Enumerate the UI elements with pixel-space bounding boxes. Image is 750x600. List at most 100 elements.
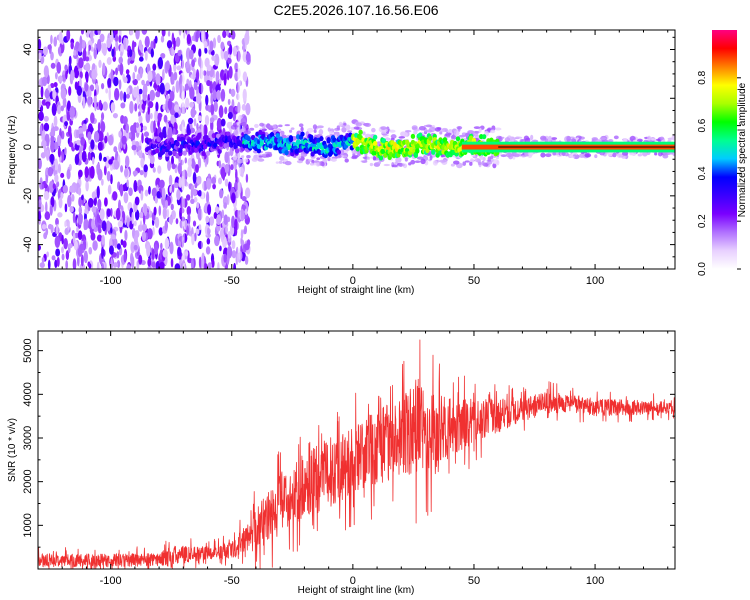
noise-streak <box>65 260 69 269</box>
noise-streak <box>198 48 202 58</box>
noise-streak <box>141 103 146 111</box>
noise-streak <box>50 62 56 69</box>
halo-blob <box>521 155 526 158</box>
noise-streak <box>211 259 215 268</box>
y-tick-label: 40 <box>22 43 34 55</box>
noise-streak <box>40 85 44 98</box>
noise-streak <box>244 32 250 45</box>
noise-streak <box>43 65 49 78</box>
noise-streak <box>231 192 236 204</box>
noise-streak <box>132 86 138 98</box>
noise-streak <box>196 175 202 185</box>
halo-blob <box>545 153 552 158</box>
noise-streak <box>209 40 214 52</box>
noise-streak <box>50 83 55 89</box>
halo-blob <box>284 160 292 166</box>
noise-streak <box>82 123 87 132</box>
noise-streak <box>76 85 83 96</box>
noise-streak <box>38 52 42 60</box>
noise-streak <box>50 34 53 45</box>
noise-streak <box>61 234 64 245</box>
noise-streak <box>220 41 225 50</box>
halo-blob <box>345 124 351 131</box>
noise-streak <box>64 220 67 228</box>
noise-streak <box>198 224 202 231</box>
halo-blob <box>259 122 265 127</box>
noise-streak <box>64 203 68 213</box>
noise-streak <box>244 208 248 216</box>
noise-streak <box>70 69 75 81</box>
noise-streak <box>168 216 174 225</box>
halo-blob <box>420 158 426 165</box>
noise-streak <box>205 191 210 204</box>
noise-streak <box>142 83 148 95</box>
noise-streak <box>98 99 102 111</box>
noise-streak <box>126 87 130 94</box>
halo-blob <box>612 152 617 158</box>
halo-blob <box>336 125 340 130</box>
noise-streak <box>112 112 118 119</box>
noise-streak <box>61 130 65 140</box>
noise-streak <box>229 43 233 55</box>
noise-streak <box>54 235 61 248</box>
noise-streak <box>114 238 118 249</box>
halo-blob <box>284 124 290 127</box>
halo-blob <box>453 130 460 136</box>
noise-streak <box>189 101 195 108</box>
halo-blob <box>439 131 443 135</box>
noise-streak <box>61 246 64 254</box>
noise-streak <box>90 112 95 124</box>
ridge-blob <box>175 141 180 147</box>
noise-streak <box>169 241 174 255</box>
halo-blob <box>447 132 452 136</box>
noise-streak <box>64 147 67 156</box>
halo-blob <box>551 137 558 140</box>
noise-streak <box>167 30 171 37</box>
noise-streak <box>47 166 53 177</box>
halo-blob <box>330 158 337 162</box>
noise-streak <box>120 102 126 109</box>
halo-blob <box>594 154 598 159</box>
noise-streak <box>97 30 102 36</box>
noise-streak <box>143 131 150 137</box>
noise-streak <box>134 102 138 112</box>
noise-streak <box>159 179 165 189</box>
halo-blob <box>492 163 497 169</box>
noise-streak <box>128 187 133 197</box>
snr-marks <box>38 339 675 569</box>
noise-streak <box>212 183 216 190</box>
noise-streak <box>38 202 42 212</box>
noise-streak <box>134 141 140 148</box>
noise-streak <box>175 80 180 93</box>
noise-streak <box>116 251 120 259</box>
ridge-blob <box>213 142 218 148</box>
halo-blob <box>257 158 265 162</box>
noise-streak <box>80 254 84 267</box>
ridge-blob <box>455 136 461 142</box>
noise-streak <box>110 102 116 113</box>
halo-blob <box>296 159 304 164</box>
halo-blob <box>244 126 249 129</box>
ridge-blob <box>154 148 160 154</box>
noise-streak <box>46 149 50 161</box>
noise-streak <box>148 185 151 195</box>
noise-streak <box>130 256 135 269</box>
halo-blob <box>279 155 285 161</box>
noise-streak <box>220 166 226 179</box>
noise-streak <box>72 211 76 224</box>
noise-streak <box>159 82 165 95</box>
noise-streak <box>244 255 249 265</box>
noise-streak <box>106 57 112 65</box>
noise-streak <box>119 183 124 197</box>
noise-streak <box>102 43 108 56</box>
noise-streak <box>111 48 115 58</box>
noise-streak <box>90 139 95 150</box>
ridge-blob <box>226 131 231 137</box>
noise-streak <box>134 196 140 206</box>
noise-streak <box>57 46 62 55</box>
noise-streak <box>137 145 142 151</box>
noise-streak <box>133 244 138 251</box>
noise-streak <box>152 167 156 173</box>
noise-streak <box>106 170 111 182</box>
noise-streak <box>204 114 210 126</box>
